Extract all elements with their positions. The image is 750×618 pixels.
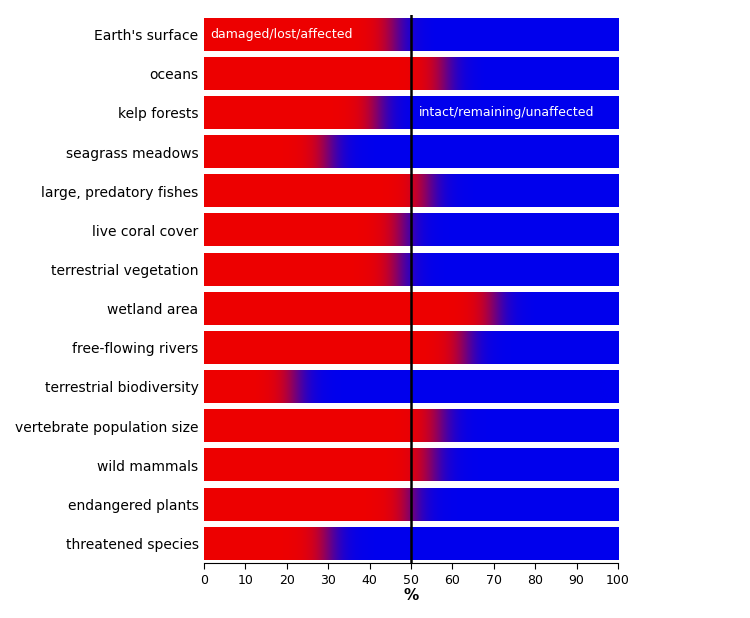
- Text: intact/remaining/unaffected: intact/remaining/unaffected: [419, 106, 595, 119]
- X-axis label: %: %: [404, 588, 418, 603]
- Text: damaged/lost/affected: damaged/lost/affected: [210, 28, 352, 41]
